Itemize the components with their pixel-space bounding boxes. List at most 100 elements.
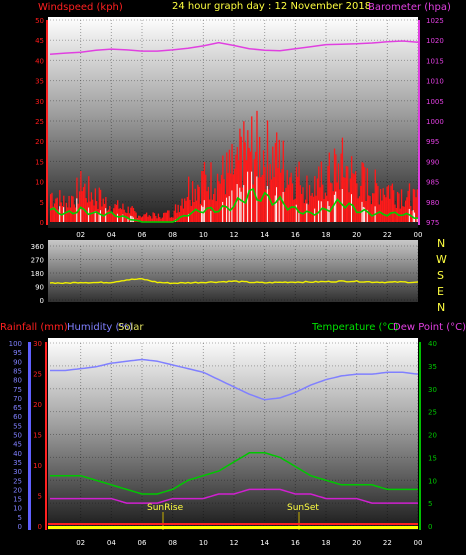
humidity-axis-title: Humidity (%) — [67, 322, 133, 333]
wind-gust-bar — [370, 204, 372, 222]
wind-gust-bar — [255, 151, 257, 222]
wind-gust-bar — [151, 218, 153, 222]
right-axis-title: Barometer (hpa) — [368, 2, 451, 13]
baro-tick-label: 1020 — [426, 37, 444, 45]
wind-gust-bar — [235, 154, 237, 222]
wind-gust-bar — [336, 182, 338, 222]
wind-gust-bar — [139, 215, 141, 222]
wind-gust-bar — [407, 190, 409, 222]
humidity-tick-label: 85 — [13, 367, 22, 375]
wind-gust-bar — [262, 150, 265, 222]
wind-gust-bar — [389, 198, 391, 222]
wind-gust-bar — [103, 203, 106, 222]
baro-tick-label: 1000 — [426, 118, 444, 126]
wind-gust-bar — [72, 196, 74, 222]
wind-gust-bar — [118, 208, 120, 222]
wind-gust-bar — [391, 183, 394, 222]
wind-speed-bar — [76, 198, 78, 222]
baro-tick-label: 975 — [426, 219, 439, 227]
climate-x-tick-label: 06 — [138, 539, 147, 547]
wind-gust-bar — [398, 193, 400, 222]
wind-gust-bar — [335, 154, 337, 222]
wind-gust-bar — [172, 217, 174, 222]
humidity-tick-label: 95 — [13, 349, 22, 357]
wind-x-tick-label: 00 — [414, 231, 423, 239]
wind-gust-bar — [244, 142, 246, 222]
wind-gust-bar — [69, 207, 72, 222]
baro-tick-label: 990 — [426, 158, 439, 166]
wind-gust-bar — [164, 212, 166, 222]
wind-speed-bar — [201, 205, 203, 222]
temp-tick-label: 15 — [428, 454, 437, 462]
wind-gust-bar — [395, 207, 397, 222]
wind-gust-bar — [191, 181, 194, 222]
wind-speed-bar — [99, 210, 101, 222]
humidity-tick-label: 35 — [13, 459, 22, 467]
wind-gust-bar — [52, 206, 54, 222]
wind-gust-bar — [339, 189, 341, 222]
temp-tick-label: 0 — [428, 523, 432, 531]
wind-gust-bar — [212, 194, 215, 222]
baro-tick-label: 980 — [426, 199, 439, 207]
wind-gust-bar — [220, 174, 223, 222]
wind-gust-bar — [337, 163, 340, 222]
wind-gust-bar — [326, 195, 328, 222]
wind-gust-bar — [396, 191, 399, 222]
wind-gust-bar — [53, 203, 56, 222]
dew-point-line — [50, 488, 418, 504]
wind-speed-bar — [117, 213, 119, 222]
rain-tick-label: 30 — [33, 340, 42, 348]
wind-speed-bar — [327, 201, 329, 222]
wind-gust-bar — [318, 166, 320, 222]
wind-gust-bar — [358, 196, 361, 222]
wind-gust-bar — [282, 140, 284, 222]
wind-gust-bar — [361, 162, 363, 222]
wind-speed-bar — [243, 185, 245, 222]
wind-gust-bar — [265, 189, 267, 222]
wind-tick-label: 50 — [35, 17, 44, 25]
wind-gust-bar — [90, 192, 93, 222]
wind-gust-bar — [114, 203, 116, 222]
humidity-tick-label: 90 — [13, 358, 22, 366]
wind-gust-bar — [115, 204, 118, 222]
wind-gust-bar — [144, 214, 146, 222]
rain-tick-label: 10 — [33, 462, 42, 470]
wind-gust-bar — [77, 203, 79, 222]
climate-x-tick-label: 02 — [76, 539, 85, 547]
wind-gust-bar — [270, 179, 273, 222]
wind-gust-bar — [382, 188, 384, 222]
sunset-label: SunSet — [287, 503, 319, 513]
wind-speed-bar — [266, 186, 268, 222]
wind-gust-bar — [291, 183, 294, 222]
wind-gust-bar — [264, 166, 266, 222]
wind-speed-bar — [416, 218, 418, 222]
humidity-tick-label: 80 — [13, 377, 22, 385]
wind-gust-bar — [273, 177, 275, 222]
wind-gust-bar — [110, 213, 112, 222]
wind-gust-bar — [368, 195, 370, 222]
wind-speed-bar — [239, 187, 241, 222]
wind-gust-bar — [140, 217, 142, 222]
wind-gust-bar — [281, 169, 283, 222]
wind-x-tick-label: 20 — [352, 231, 361, 239]
wind-gust-bar — [214, 188, 216, 222]
chart-title: 24 hour graph day : 12 November 2018 — [172, 1, 371, 12]
wind-gust-bar — [230, 173, 232, 222]
temp-tick-label: 10 — [428, 477, 437, 485]
wind-gust-bar — [174, 204, 177, 222]
rain-tick-label: 5 — [38, 493, 42, 501]
humidity-tick-label: 55 — [13, 422, 22, 430]
wind-average-line — [49, 187, 419, 223]
wind-direction-line — [49, 277, 419, 285]
wind-gust-bar — [251, 116, 253, 222]
wind-speed-bar — [94, 211, 96, 222]
temp-axis-bar — [419, 342, 421, 530]
wind-gust-bar — [329, 182, 332, 222]
wind-speed-bar — [188, 213, 189, 222]
wind-gust-bar — [97, 208, 99, 222]
wind-gust-bar — [57, 209, 60, 222]
wind-gust-bar — [226, 152, 228, 222]
wind-gust-bar — [239, 128, 241, 222]
wind-gust-bar — [122, 203, 124, 222]
wind-gust-bar — [297, 176, 299, 222]
